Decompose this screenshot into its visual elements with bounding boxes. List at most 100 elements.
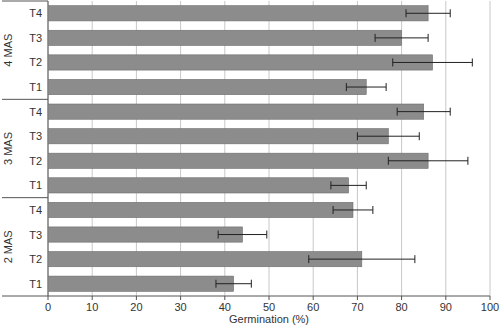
group-separator: [2, 296, 48, 297]
error-cap: [392, 58, 393, 66]
category-label: T1: [29, 81, 42, 93]
tick-label: 30: [174, 301, 186, 313]
group-label: 3 MAS: [2, 132, 14, 165]
group-label: 2 MAS: [2, 230, 14, 263]
category-label: T4: [29, 204, 42, 216]
tick-label: 100: [481, 301, 499, 313]
tick-label: 40: [219, 301, 231, 313]
error-cap: [366, 181, 367, 189]
category-label: T1: [29, 278, 42, 290]
error-bar: [406, 9, 450, 17]
error-cap: [406, 9, 407, 17]
error-cap: [414, 255, 415, 263]
error-cap: [388, 157, 389, 165]
group-separator: [2, 99, 48, 100]
bar: [48, 104, 424, 119]
error-bar: [357, 132, 419, 140]
category-label: T4: [29, 7, 42, 19]
group-separator: [2, 1, 48, 2]
category-label: T4: [29, 106, 42, 118]
error-bar: [375, 34, 428, 42]
error-cap: [397, 108, 398, 116]
error-cap: [472, 58, 473, 66]
error-bar: [331, 181, 366, 189]
error-cap: [346, 83, 347, 91]
tick-label: 20: [130, 301, 142, 313]
tick-mark: [313, 296, 314, 300]
tick-mark: [92, 296, 93, 300]
error-cap: [266, 231, 267, 239]
error-cap: [215, 280, 216, 288]
error-bar: [218, 231, 267, 239]
error-cap: [419, 132, 420, 140]
bar: [48, 79, 366, 94]
error-line: [393, 62, 473, 63]
tick-label: 60: [307, 301, 319, 313]
error-cap: [450, 9, 451, 17]
category-label: T3: [29, 130, 42, 142]
bar: [48, 129, 388, 144]
error-bar: [346, 83, 386, 91]
bar: [48, 30, 402, 45]
error-bar: [309, 255, 415, 263]
tick-mark: [490, 296, 491, 300]
error-line: [333, 209, 373, 210]
error-bar: [397, 108, 450, 116]
error-cap: [428, 34, 429, 42]
bar: [48, 6, 428, 21]
bar: [48, 202, 353, 217]
error-cap: [218, 231, 219, 239]
tick-mark: [357, 296, 358, 300]
error-line: [309, 259, 415, 260]
error-cap: [251, 280, 252, 288]
error-bar: [388, 157, 468, 165]
tick-mark: [136, 296, 137, 300]
tick-mark: [401, 296, 402, 300]
bar: [48, 55, 433, 70]
tick-label: 70: [351, 301, 363, 313]
grid-line: [490, 1, 491, 296]
error-line: [216, 283, 251, 284]
error-cap: [375, 34, 376, 42]
error-line: [331, 185, 366, 186]
x-axis: [48, 296, 490, 297]
error-line: [357, 136, 419, 137]
category-label: T2: [29, 253, 42, 265]
x-axis-label: Germination (%): [229, 313, 309, 325]
tick-label: 10: [86, 301, 98, 313]
error-bar: [216, 280, 251, 288]
error-cap: [308, 255, 309, 263]
error-line: [406, 13, 450, 14]
tick-mark: [180, 296, 181, 300]
bar: [48, 178, 349, 193]
tick-label: 90: [440, 301, 452, 313]
error-bar: [393, 58, 473, 66]
bar: [48, 227, 242, 242]
category-label: T2: [29, 155, 42, 167]
marks: [48, 6, 472, 292]
category-label: T1: [29, 179, 42, 191]
tick-label: 50: [263, 301, 275, 313]
group-label: 4 MAS: [2, 34, 14, 67]
error-cap: [372, 206, 373, 214]
tick-mark: [224, 296, 225, 300]
category-label: T3: [29, 32, 42, 44]
error-line: [375, 37, 428, 38]
error-cap: [357, 132, 358, 140]
tick-label: 0: [45, 301, 51, 313]
error-cap: [467, 157, 468, 165]
error-line: [397, 111, 450, 112]
error-line: [218, 234, 267, 235]
tick-mark: [48, 296, 49, 300]
error-cap: [330, 181, 331, 189]
error-bar: [333, 206, 373, 214]
tick-mark: [269, 296, 270, 300]
tick-label: 80: [395, 301, 407, 313]
error-line: [346, 87, 386, 88]
chart: 0 10 20 30 40 50 60 70 80 90 100 2 MAS 3 MAS 4 MAS T1 T…: [0, 0, 500, 327]
group-separator: [2, 197, 48, 198]
category-label: T3: [29, 229, 42, 241]
grid-line: [445, 1, 446, 296]
error-line: [388, 160, 468, 161]
page: {"chart_data": {"type": "bar", "orientat…: [0, 0, 500, 327]
